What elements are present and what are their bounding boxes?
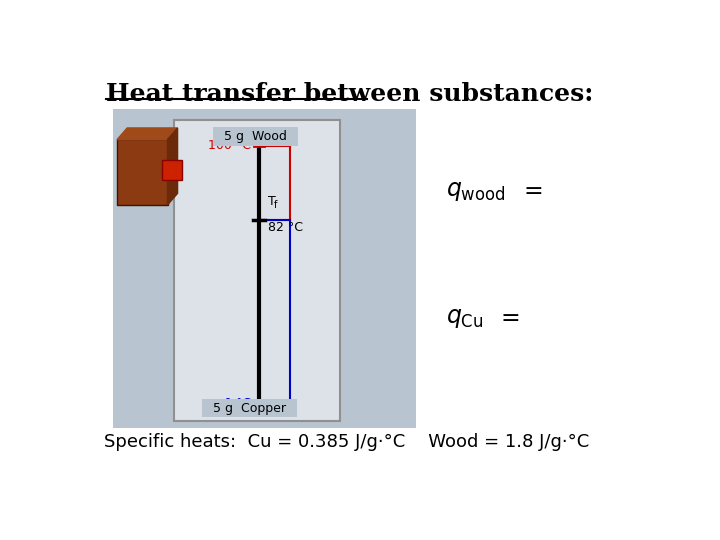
Text: 82 °C: 82 °C [269,221,303,234]
Text: $q_\mathrm{Cu}$: $q_\mathrm{Cu}$ [446,307,484,330]
Text: 5 g  Copper: 5 g Copper [213,402,286,415]
Text: f: f [274,200,277,211]
FancyBboxPatch shape [162,160,182,180]
Text: 100 °C: 100 °C [208,139,251,152]
FancyBboxPatch shape [113,109,415,428]
Text: $q_\mathrm{wood}$: $q_\mathrm{wood}$ [446,180,506,204]
FancyBboxPatch shape [174,120,341,421]
Text: =: = [524,180,544,204]
Text: 5 g  Wood: 5 g Wood [225,130,287,143]
Text: Specific heats:  Cu = 0.385 J/g·°C    Wood = 1.8 J/g·°C: Specific heats: Cu = 0.385 J/g·°C Wood =… [104,433,589,451]
FancyBboxPatch shape [202,399,297,417]
Text: Heat transfer between substances:: Heat transfer between substances: [106,82,593,106]
Text: 0 °C: 0 °C [224,397,251,410]
Polygon shape [117,128,178,139]
Text: =: = [500,307,521,330]
Polygon shape [168,128,178,205]
Text: T: T [269,195,276,208]
FancyBboxPatch shape [213,127,299,146]
FancyBboxPatch shape [117,139,168,205]
